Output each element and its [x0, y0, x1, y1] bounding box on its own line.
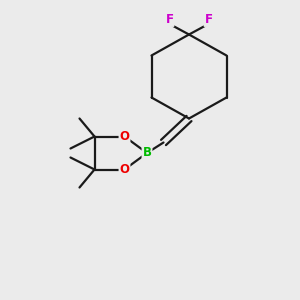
Text: O: O [119, 130, 130, 143]
Text: F: F [205, 13, 212, 26]
Text: B: B [142, 146, 152, 160]
Text: O: O [119, 163, 130, 176]
Text: F: F [166, 13, 173, 26]
